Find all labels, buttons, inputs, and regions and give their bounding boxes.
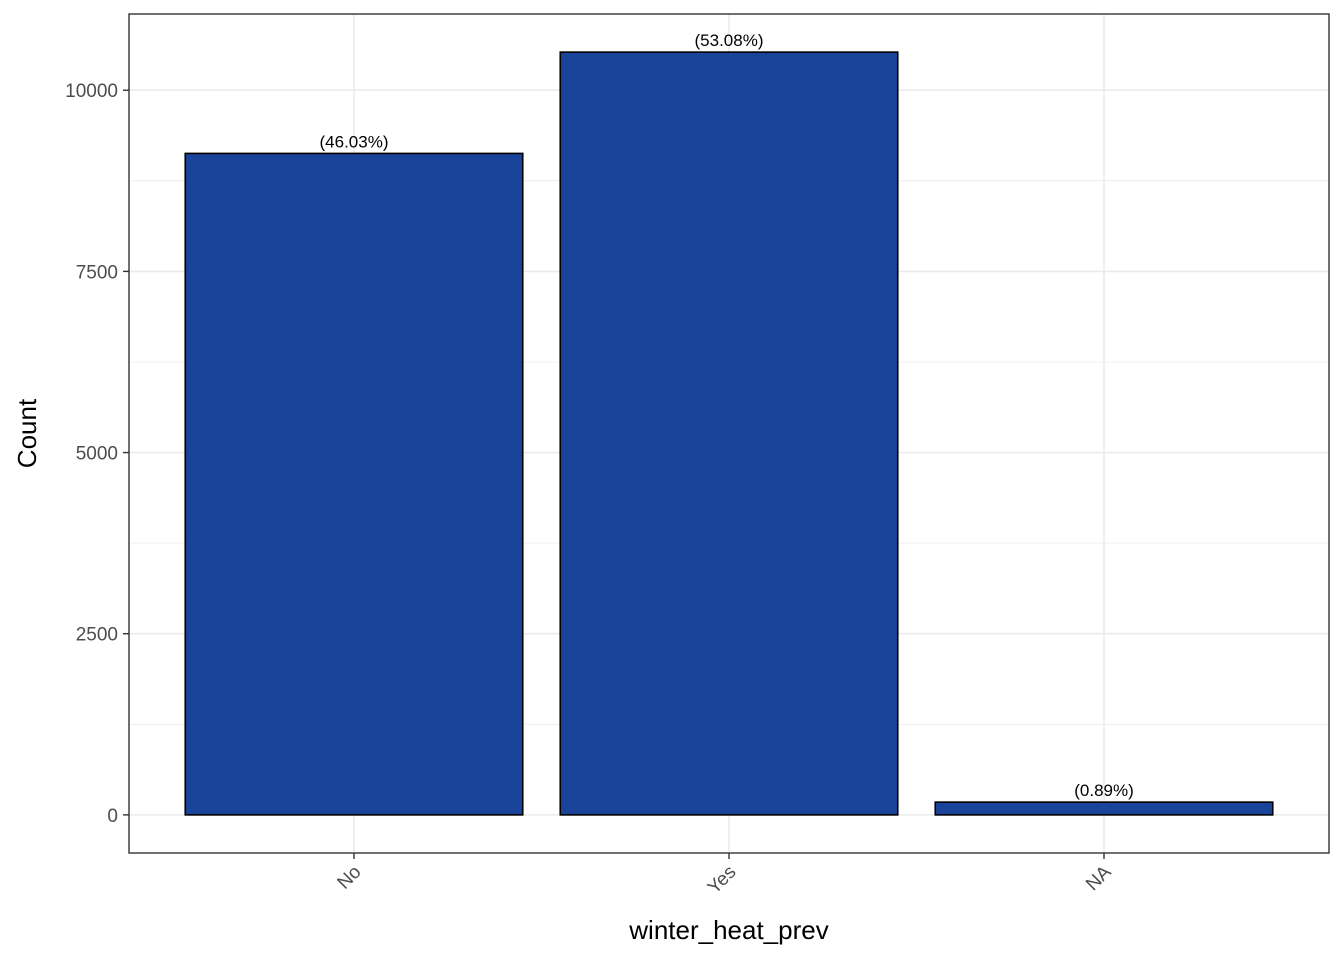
y-tick-label: 0 <box>107 806 118 827</box>
bar-no <box>184 152 524 816</box>
y-tick-label: 2500 <box>76 625 118 646</box>
data-label-yes: (53.08%) <box>695 31 764 50</box>
y-tick-label: 5000 <box>76 444 118 465</box>
x-tick-label-na: NA <box>1082 861 1116 895</box>
y-axis: 0 2500 5000 7500 10000 <box>65 81 129 827</box>
x-tick-label-no: No <box>334 862 366 894</box>
data-labels: (46.03%) (53.08%) (0.89%) <box>320 31 1134 800</box>
bar-yes <box>559 51 899 816</box>
x-axis: No Yes NA <box>334 853 1116 898</box>
x-tick-label-yes: Yes <box>704 862 741 899</box>
y-tick-label: 7500 <box>76 262 118 283</box>
panel-border <box>128 13 1330 854</box>
x-axis-title: winter_heat_prev <box>628 915 828 945</box>
bars <box>184 51 1274 816</box>
y-axis-title: Count <box>12 398 42 468</box>
y-tick-label: 10000 <box>65 81 118 102</box>
bar-na <box>934 801 1274 816</box>
data-label-no: (46.03%) <box>320 132 389 151</box>
data-label-na: (0.89%) <box>1074 781 1134 800</box>
